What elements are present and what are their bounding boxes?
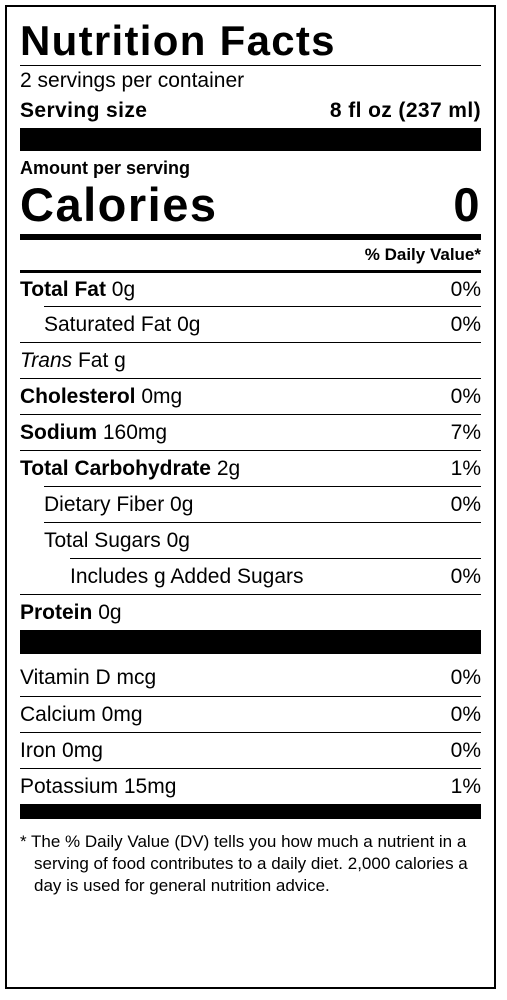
nutrient-rows: Total Fat 0g 0% Saturated Fat 0g 0% Trans Fa… <box>20 270 481 630</box>
thick-rule <box>20 234 481 240</box>
nutrient-name: Total Carbohydrate <box>20 456 211 480</box>
nutrient-text: Protein 0g <box>20 601 122 625</box>
vitamin-dv: 0% <box>450 738 481 762</box>
nutrient-amount: 0g <box>166 528 190 552</box>
nutrient-dv: 0% <box>450 492 481 516</box>
nutrient-amount: g <box>114 348 126 372</box>
calories: Calories 0 <box>20 179 481 231</box>
vitamin-dv: 0% <box>450 702 481 726</box>
serving-size: Serving size 8 fl oz (237 ml) <box>20 96 481 126</box>
dv-header: % Daily Value* <box>364 245 481 264</box>
nutrient-amount: 0g <box>170 492 194 516</box>
amount-per-serving: Amount per serving <box>20 158 191 178</box>
nutrient-row: Total Carbohydrate 2g 1% <box>20 450 481 486</box>
thick-bar <box>20 128 481 151</box>
nutrient-dv: 0% <box>450 277 481 301</box>
calories-label: Calories <box>20 178 218 231</box>
vitamin-name: Calcium 0mg <box>20 702 143 726</box>
nutrient-dv: 0% <box>450 312 481 336</box>
nutrient-text: Total Carbohydrate 2g <box>20 457 240 481</box>
nutrient-amount: 0g <box>98 600 122 624</box>
nutrient-dv: 7% <box>450 420 481 444</box>
label-frame: Nutrition Facts 2 servings per container… <box>5 5 496 989</box>
vitamin-row: Iron 0mg 0% <box>20 732 481 768</box>
nutrient-dv: 0% <box>450 384 481 408</box>
nutrient-row: Dietary Fiber 0g 0% <box>44 486 481 522</box>
vitamin-name: Potassium 15mg <box>20 774 177 798</box>
nutrient-name: Protein <box>20 600 93 624</box>
nutrient-row: Saturated Fat 0g 0% <box>44 306 481 342</box>
nutrient-name: Cholesterol <box>20 384 136 408</box>
nutrient-amount: 0g <box>177 312 201 336</box>
vitamin-row: Potassium 15mg 1% <box>20 768 481 804</box>
nutrient-text: Total Sugars 0g <box>44 529 190 553</box>
nutrient-name: Sodium <box>20 420 97 444</box>
vitamin-rows: Vitamin D mcg 0% Calcium 0mg 0% Iron 0mg 0% Po… <box>20 660 481 804</box>
nutrient-row: Includes g Added Sugars 0% <box>70 558 481 594</box>
label-content: Nutrition Facts 2 servings per container… <box>20 7 481 897</box>
vitamin-dv: 1% <box>450 774 481 798</box>
nutrient-text: Includes g Added Sugars <box>70 565 304 589</box>
nutrient-text: Saturated Fat 0g <box>44 313 200 337</box>
nutrient-name: Includes g Added Sugars <box>70 564 304 588</box>
footnote: * The % Daily Value (DV) tells you how m… <box>20 832 468 895</box>
nutrient-emphasis: Trans <box>20 348 73 372</box>
nutrient-name: Total Sugars <box>44 528 161 552</box>
nutrient-amount: 0g <box>111 277 136 301</box>
nutrient-row: Sodium 160mg 7% <box>20 414 481 450</box>
nutrient-dv: 1% <box>450 456 481 480</box>
nutrient-text: Dietary Fiber 0g <box>44 493 193 517</box>
nutrient-amount: 2g <box>216 456 241 480</box>
nutrient-row: Trans Fat g <box>20 342 481 378</box>
vitamin-row: Vitamin D mcg 0% <box>20 660 481 696</box>
nutrient-row: Cholesterol 0mg 0% <box>20 378 481 414</box>
thick-bar <box>20 630 481 654</box>
nutrient-text: Sodium 160mg <box>20 421 167 445</box>
vitamin-name: Iron 0mg <box>20 738 103 762</box>
servings: 2 servings per container <box>20 69 245 92</box>
nutrient-text: Trans Fat g <box>20 349 126 373</box>
serving-size-value: 8 fl oz (237 ml) <box>329 99 481 122</box>
nutrient-name: Dietary Fiber <box>44 492 165 516</box>
vitamin-name: Vitamin D mcg <box>20 666 157 689</box>
nutrient-name: Total Fat <box>20 277 106 301</box>
nutrient-name: Saturated Fat <box>44 312 172 336</box>
serving-size-label: Serving size <box>20 99 148 122</box>
nutrient-text: Cholesterol 0mg <box>20 385 182 409</box>
nutrient-name: Fat <box>77 348 109 372</box>
nutrient-row: Total Fat 0g 0% <box>20 270 481 306</box>
nutrient-amount: 0mg <box>141 384 183 408</box>
vitamin-dv: 0% <box>450 666 481 689</box>
thick-bar <box>20 804 481 819</box>
nutrient-text: Total Fat 0g <box>20 278 135 302</box>
nutrient-row: Protein 0g <box>20 594 481 630</box>
title: Nutrition Facts <box>20 17 336 64</box>
nutrient-amount: 160mg <box>102 420 168 444</box>
calories-value: 0 <box>453 178 481 231</box>
vitamin-row: Calcium 0mg 0% <box>20 696 481 732</box>
nutrient-row: Total Sugars 0g <box>44 522 481 558</box>
rule <box>20 65 481 66</box>
nutrient-dv: 0% <box>450 564 481 588</box>
